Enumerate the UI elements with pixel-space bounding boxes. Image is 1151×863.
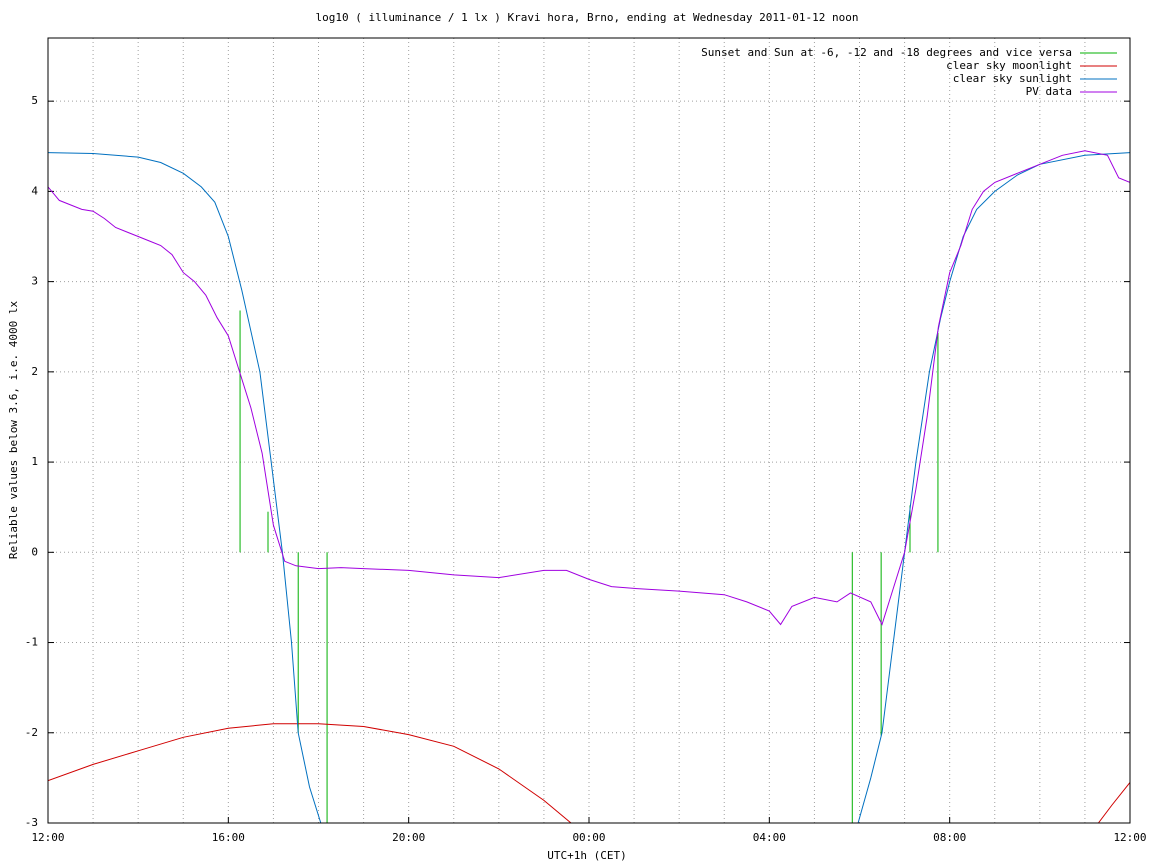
legend-label: clear sky moonlight — [946, 59, 1072, 72]
series-line — [48, 152, 1130, 823]
chart-title: log10 ( illuminance / 1 lx ) Kravi hora,… — [315, 11, 858, 24]
x-tick-label: 08:00 — [933, 831, 966, 844]
legend-label: PV data — [1026, 85, 1072, 98]
plot-border — [47, 37, 1131, 824]
series-line — [48, 150, 1130, 626]
plot-area — [48, 150, 1130, 823]
grid — [47, 38, 1131, 824]
legend-label: clear sky sunlight — [953, 72, 1072, 85]
y-tick-label: -1 — [25, 636, 38, 649]
y-axis-label: Reliable values below 3.6, i.e. 4000 lx — [7, 300, 20, 559]
x-tick-label: 16:00 — [212, 831, 245, 844]
legend: Sunset and Sun at -6, -12 and -18 degree… — [701, 46, 1117, 98]
y-tick-label: 5 — [31, 94, 38, 107]
legend-label: Sunset and Sun at -6, -12 and -18 degree… — [701, 46, 1072, 59]
x-tick-label: 00:00 — [572, 831, 605, 844]
y-tick-label: -3 — [25, 816, 38, 829]
y-tick-label: 2 — [31, 365, 38, 378]
y-tick-label: -2 — [25, 726, 38, 739]
x-axis-label: UTC+1h (CET) — [547, 849, 626, 862]
series-line — [48, 723, 1130, 823]
y-tick-label: 4 — [31, 184, 38, 197]
y-tick-label: 1 — [31, 455, 38, 468]
x-tick-label: 12:00 — [1113, 831, 1146, 844]
y-tick-label: 0 — [31, 545, 38, 558]
y-tick-label: 3 — [31, 275, 38, 288]
x-tick-label: 04:00 — [753, 831, 786, 844]
x-tick-label: 12:00 — [31, 831, 64, 844]
x-tick-label: 20:00 — [392, 831, 425, 844]
